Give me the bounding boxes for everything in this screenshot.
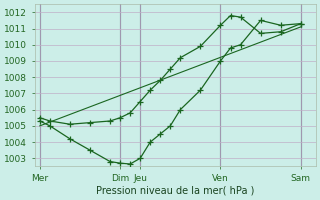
X-axis label: Pression niveau de la mer( hPa ): Pression niveau de la mer( hPa ): [96, 186, 254, 196]
